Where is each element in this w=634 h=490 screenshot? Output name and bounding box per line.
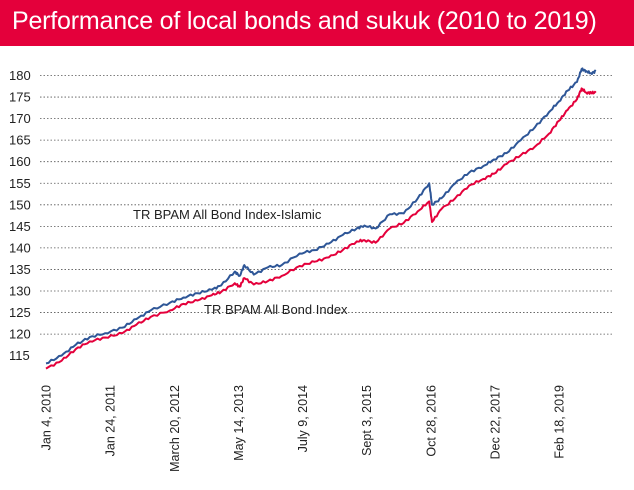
y-axis-ticks: 115 120 125 130 135 140 145 150 155 160 165 170 175 1… [9,68,31,363]
x-tick-label: Feb 18, 2019 [553,385,567,459]
x-axis-ticks: Jan 4, 2010 Jan 24, 2011 March 20, 2012 May… [40,385,567,472]
bond-index-line [45,87,597,370]
y-tick-label: 165 [9,133,31,148]
x-tick-label: Dec 22, 2017 [488,385,502,459]
y-tick-label: 125 [9,305,31,320]
y-tick-label: 160 [9,154,31,169]
y-tick-label: 155 [9,176,31,191]
x-tick-label: Oct 28, 2016 [424,385,438,457]
y-tick-label: 150 [9,197,31,212]
x-tick-label: May 14, 2013 [232,385,246,461]
y-tick-label: 170 [9,111,31,126]
x-tick-label: Sept 3, 2015 [360,385,374,456]
y-tick-label: 140 [9,240,31,255]
x-tick-label: July 9, 2014 [296,385,310,452]
y-tick-label: 130 [9,284,31,299]
y-tick-label: 135 [9,262,31,277]
chart-title: Performance of local bonds and sukuk (20… [12,7,597,35]
y-tick-label: 180 [9,68,31,83]
y-tick-label: 145 [9,219,31,234]
series-lines [45,67,597,370]
annotation-islamic-index: TR BPAM All Bond Index-Islamic [133,207,322,222]
x-tick-label: Jan 24, 2011 [104,385,118,456]
line-chart: 115 120 125 130 135 140 145 150 155 160 165 170 175 1… [9,67,612,472]
x-tick-label: Jan 4, 2010 [40,385,54,450]
title-bar: Performance of local bonds and sukuk (20… [0,0,634,46]
gridlines [40,75,612,335]
y-tick-label: 115 [9,348,30,363]
annotation-bond-index: TR BPAM All Bond Index [204,302,348,317]
y-tick-label: 175 [9,90,31,105]
islamic-index-line [45,67,597,365]
x-tick-label: March 20, 2012 [168,385,182,472]
y-tick-label: 120 [9,327,31,342]
